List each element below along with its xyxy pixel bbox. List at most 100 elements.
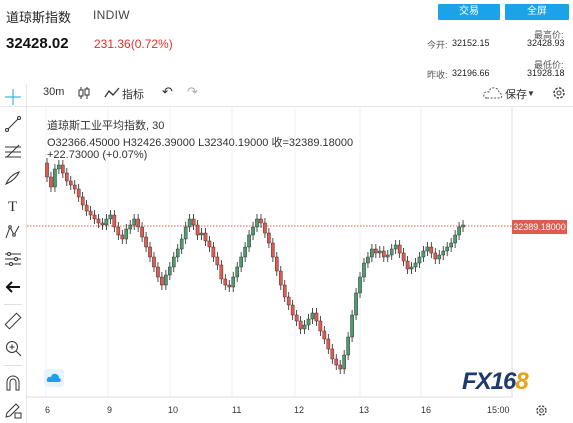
drawing-toolbar: T xyxy=(0,84,27,423)
candle-body xyxy=(449,242,453,248)
x-tick: 13 xyxy=(359,405,370,415)
last-price: 32428.02 xyxy=(6,35,69,52)
cloud-icon[interactable] xyxy=(483,86,503,100)
pattern-icon[interactable] xyxy=(4,223,22,241)
candle-body xyxy=(207,240,212,248)
candle-body xyxy=(53,168,57,188)
candle-body xyxy=(318,320,323,332)
candle-body xyxy=(231,276,236,288)
chart-toolbar xyxy=(0,80,573,107)
candle-body xyxy=(175,248,180,258)
candle-body xyxy=(370,248,374,258)
candle-body xyxy=(251,226,255,236)
trade-button[interactable]: 交易 xyxy=(438,4,500,20)
candle-body xyxy=(401,252,406,262)
back-arrow-icon[interactable] xyxy=(4,278,22,296)
candle-body xyxy=(263,222,267,234)
candle-body xyxy=(326,338,331,350)
high-value: 32428.93 xyxy=(527,38,565,48)
page-title: 道琼斯指数 xyxy=(6,10,72,25)
high-label: 最高价: xyxy=(534,30,564,40)
candle-body xyxy=(57,164,61,170)
candle-body xyxy=(433,252,438,260)
candle-body xyxy=(397,244,402,254)
fullscreen-button[interactable]: 全屏 xyxy=(505,4,569,20)
candle-body xyxy=(108,214,113,220)
candle-body xyxy=(267,232,271,244)
candle-body xyxy=(417,256,422,264)
candle-body xyxy=(168,266,172,276)
candle-body xyxy=(381,250,386,258)
redo-icon[interactable]: ↷ xyxy=(187,84,198,99)
candle-body xyxy=(374,248,378,254)
candle-body xyxy=(441,250,446,256)
x-tick: 6 xyxy=(45,405,51,415)
candle-body xyxy=(211,246,216,258)
candle-body xyxy=(84,204,89,212)
candle-body xyxy=(124,228,129,240)
candle-body xyxy=(393,244,398,250)
candle-body xyxy=(235,266,239,278)
tool-divider xyxy=(4,365,22,366)
fib-icon[interactable] xyxy=(4,142,22,160)
lock-pencil-icon[interactable] xyxy=(4,401,22,419)
save-dropdown-chevron-icon[interactable]: ▼ xyxy=(527,89,535,98)
candle-body xyxy=(120,234,125,240)
x-tick: 12 xyxy=(294,405,305,415)
candle-body xyxy=(322,330,327,340)
candlestick-chart[interactable] xyxy=(27,107,513,423)
candle-body xyxy=(275,256,279,272)
candle-body xyxy=(290,304,295,316)
crosshair-icon[interactable] xyxy=(4,88,22,106)
candle-body xyxy=(243,246,247,258)
candle-body xyxy=(144,236,148,248)
candle-body xyxy=(385,254,390,258)
candle-body xyxy=(445,246,449,252)
price-change: 231.36(0.72%) xyxy=(94,37,173,51)
candle-body xyxy=(310,312,315,320)
ruler-icon[interactable] xyxy=(4,312,22,330)
magnet-icon[interactable] xyxy=(4,374,22,392)
candle-body xyxy=(389,248,394,256)
candle-body xyxy=(247,234,251,248)
candle-body xyxy=(362,262,366,278)
candle-body xyxy=(104,218,109,226)
chart-legend-change: +22.73000 (+0.07%) xyxy=(47,149,148,161)
interval-selector[interactable]: 30m xyxy=(43,86,65,98)
prev-close-label: 昨收: xyxy=(427,70,448,80)
text-icon[interactable]: T xyxy=(4,196,22,214)
x-tick: 11 xyxy=(232,405,242,415)
candle-body xyxy=(132,218,136,226)
candle-body xyxy=(346,336,350,356)
candle-body xyxy=(179,238,184,250)
candle-body xyxy=(278,270,283,286)
candle-body xyxy=(421,250,426,258)
indicator-icon[interactable] xyxy=(104,86,120,100)
undo-icon[interactable]: ↶ xyxy=(162,84,173,99)
brush-icon[interactable] xyxy=(4,169,22,187)
candle-body xyxy=(203,232,208,242)
indicator-button[interactable]: 指标 xyxy=(122,89,144,101)
trendline-icon[interactable] xyxy=(4,115,22,133)
candle-body xyxy=(96,218,101,224)
cloud-icon[interactable] xyxy=(44,369,64,387)
candle-body xyxy=(286,296,291,306)
tool-divider xyxy=(4,304,22,305)
candle-body xyxy=(405,260,410,270)
measure-icon[interactable] xyxy=(4,250,22,268)
chart-legend-ohlc: O32366.45000 H32426.39000 L32340.19000 收… xyxy=(47,137,354,149)
x-tick: 10 xyxy=(168,405,179,415)
candle-body xyxy=(366,256,370,264)
candle-body xyxy=(136,218,140,228)
x-tick: 9 xyxy=(107,405,113,415)
candle-icon[interactable] xyxy=(77,86,91,100)
candle-body xyxy=(92,214,97,220)
candle-body xyxy=(215,256,220,266)
save-button[interactable]: 保存 xyxy=(505,89,527,101)
candle-body xyxy=(437,254,442,260)
candle-body xyxy=(128,224,133,230)
gear-icon[interactable] xyxy=(552,86,566,100)
zoom-icon[interactable] xyxy=(4,339,22,357)
candle-body xyxy=(65,172,69,182)
gear-icon[interactable] xyxy=(535,404,548,417)
